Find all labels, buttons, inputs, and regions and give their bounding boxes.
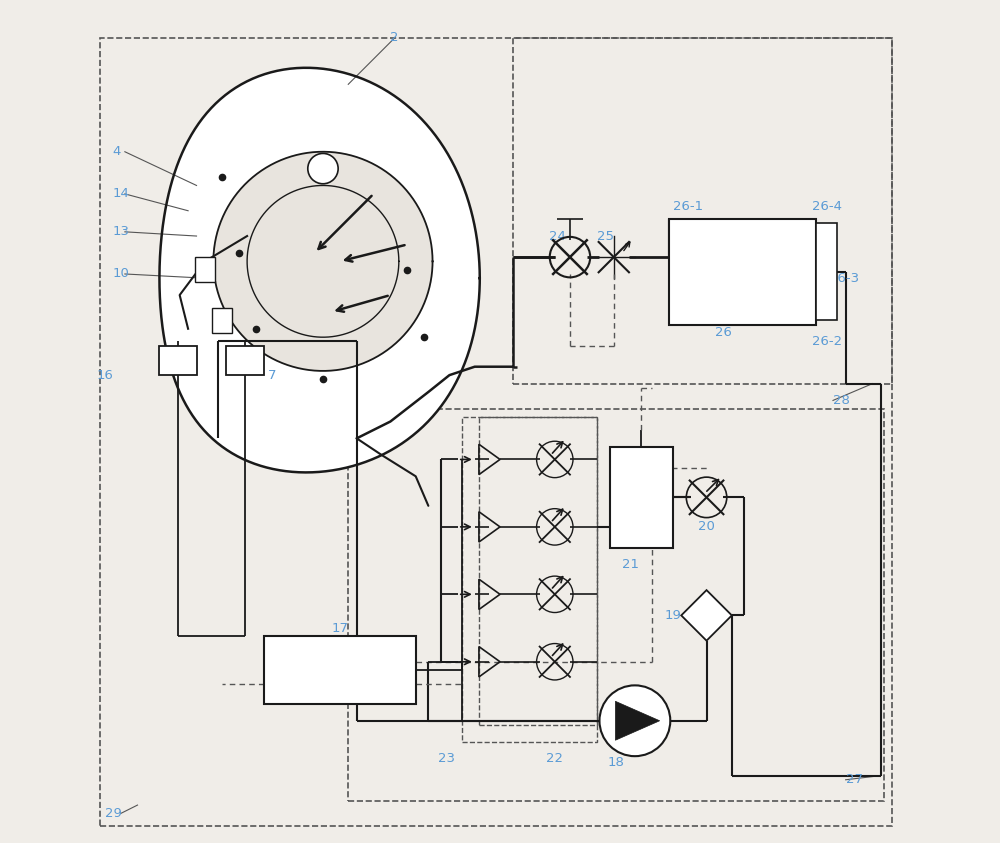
Text: 21: 21 — [622, 558, 639, 572]
Text: 22: 22 — [546, 752, 563, 765]
Bar — [159, 346, 197, 375]
Bar — [195, 257, 215, 282]
Text: 27: 27 — [846, 773, 863, 787]
Text: T: T — [240, 353, 250, 368]
Text: 28: 28 — [833, 394, 850, 407]
Circle shape — [308, 153, 338, 184]
Bar — [669, 219, 816, 325]
Bar — [462, 417, 597, 742]
Text: 26-4: 26-4 — [812, 200, 842, 213]
Text: 24: 24 — [549, 229, 566, 243]
Text: P: P — [173, 353, 182, 368]
Text: 4: 4 — [112, 145, 121, 158]
Bar — [226, 346, 264, 375]
Text: 罐: 罐 — [638, 491, 645, 504]
Text: 23: 23 — [438, 752, 455, 765]
Bar — [212, 308, 232, 333]
Text: 26-3: 26-3 — [829, 271, 859, 285]
Text: 29: 29 — [105, 807, 122, 820]
Text: 17: 17 — [331, 621, 348, 635]
Polygon shape — [159, 67, 480, 472]
Bar — [348, 409, 884, 801]
Polygon shape — [681, 590, 732, 641]
Polygon shape — [213, 152, 433, 371]
Text: 25: 25 — [597, 229, 614, 243]
Text: 26: 26 — [715, 326, 732, 340]
Bar — [264, 636, 416, 704]
Text: 26-1: 26-1 — [673, 200, 703, 213]
Text: 16: 16 — [97, 368, 114, 382]
Text: 20: 20 — [698, 520, 715, 534]
Bar — [513, 38, 892, 384]
Circle shape — [599, 685, 670, 756]
Text: 控制器: 控制器 — [324, 661, 356, 679]
Bar — [816, 223, 837, 320]
Polygon shape — [615, 701, 660, 740]
Text: 26-2: 26-2 — [812, 335, 842, 348]
Text: 10: 10 — [112, 267, 129, 281]
Bar — [479, 417, 597, 725]
Text: 14: 14 — [112, 187, 129, 201]
Text: 18: 18 — [608, 756, 625, 770]
Text: 储气: 储气 — [634, 469, 648, 481]
Bar — [610, 447, 673, 548]
Text: 2: 2 — [390, 31, 399, 45]
Text: 13: 13 — [112, 225, 129, 239]
Text: 19: 19 — [664, 609, 681, 622]
Text: 7: 7 — [268, 368, 277, 382]
